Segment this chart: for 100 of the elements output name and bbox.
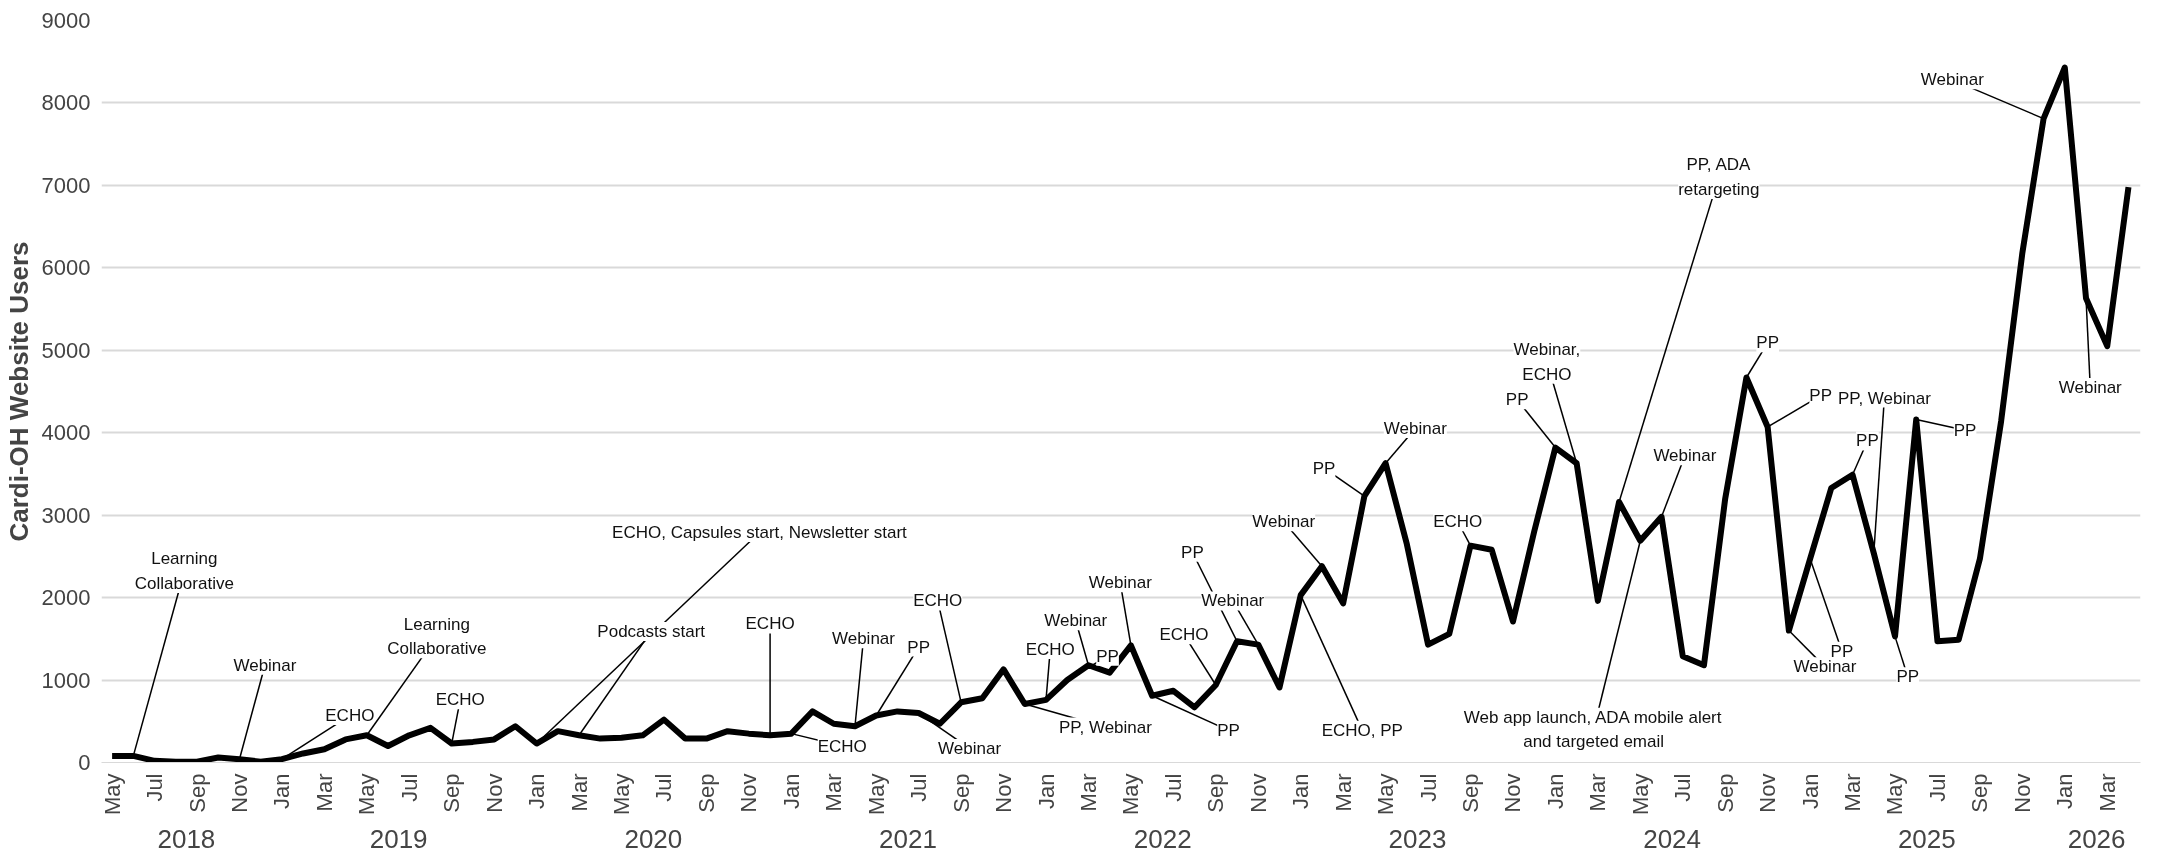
text: 2018: [157, 823, 216, 854]
x-tick-label: Jan: [1797, 773, 1823, 809]
annotation: Webinar: [938, 738, 1002, 758]
x-tick-label: Jul: [906, 773, 932, 802]
y-tick-label: 5000: [41, 337, 91, 363]
x-tick-label: Nov: [736, 773, 762, 813]
annotation: Webinar: [1044, 611, 1108, 631]
x-tick-label: Nov: [1500, 773, 1526, 813]
y-tick-label: 3000: [41, 502, 91, 528]
y-tick-label: 8000: [41, 90, 91, 116]
x-tick-label: Jul: [1415, 773, 1441, 802]
y-tick-label: 6000: [41, 255, 91, 281]
annotation: ECHO, PP: [1321, 720, 1403, 740]
annotation: PP: [1505, 390, 1529, 410]
annotation: Webinar: [1383, 419, 1448, 439]
x-tick-label: Sep: [1203, 773, 1229, 813]
x-tick-label: Sep: [1712, 773, 1738, 813]
x-tick-label: Jan: [269, 773, 295, 809]
x-tick-label: Sep: [948, 773, 974, 813]
annotation: ECHO: [745, 614, 795, 634]
x-tick-label: Jan: [1288, 773, 1314, 809]
x-tick-label: Mar: [566, 773, 592, 812]
x-tick-label: May: [1627, 773, 1653, 816]
x-tick-label: Mar: [1840, 773, 1866, 812]
x-tick-label: Nov: [2009, 773, 2035, 813]
annotation: Podcasts start: [597, 621, 706, 641]
x-tick-label: Nov: [1755, 773, 1781, 813]
annotation: Webinar: [1088, 573, 1153, 593]
x-tick-label: Jul: [396, 773, 422, 802]
annotation: ECHO: [1025, 640, 1075, 660]
annotation: PP: [1312, 458, 1336, 478]
annotation: PP: [1856, 431, 1879, 451]
x-tick-label: Nov: [481, 773, 507, 813]
x-tick-label: Jan: [524, 773, 550, 809]
x-tick-label: Jul: [1924, 773, 1950, 802]
x-tick-label: May: [354, 773, 380, 816]
x-tick-label: Nov: [991, 773, 1017, 813]
text: 2025: [1897, 823, 1956, 854]
text: 2020: [624, 823, 683, 854]
annotation: ECHO: [1159, 625, 1209, 645]
annotation: ECHO: [913, 591, 963, 611]
x-tick-label: Nov: [226, 773, 252, 813]
x-tick-label: Jul: [142, 773, 168, 802]
y-tick-label: 7000: [41, 172, 91, 198]
annotation: Learning Collaborative: [134, 549, 234, 594]
x-tick-label: May: [99, 773, 125, 816]
x-tick-label: Mar: [1585, 773, 1611, 812]
text: 2026: [2067, 823, 2126, 854]
x-tick-label: Jul: [651, 773, 677, 802]
annotation: Webinar: [1653, 446, 1717, 466]
annotation: PP: [1953, 420, 1977, 440]
x-tick-label: Jan: [1542, 773, 1568, 809]
annotation: PP: [1896, 667, 1920, 687]
annotation: PP, Webinar: [1837, 388, 1932, 408]
annotation: PP: [1809, 386, 1833, 406]
annotation: ECHO: [1433, 512, 1483, 532]
x-tick-label: Sep: [1458, 773, 1483, 813]
annotation: PP, ADA retargeting: [1678, 155, 1760, 199]
text: 2019: [369, 823, 428, 854]
x-tick-label: Sep: [439, 773, 465, 813]
y-tick-label: 2000: [41, 585, 91, 611]
x-tick-label: Jan: [2052, 773, 2078, 809]
annotation: Webinar: [1793, 657, 1857, 677]
x-tick-label: May: [863, 773, 889, 816]
x-tick-label: Jan: [778, 773, 804, 809]
annotation: PP, Webinar: [1058, 717, 1153, 737]
annotation: Webinar: [831, 629, 896, 649]
x-tick-label: Sep: [1967, 773, 1993, 813]
x-tick-label: Mar: [1330, 773, 1356, 812]
annotation: PP: [1181, 542, 1204, 562]
x-tick-label: May: [609, 773, 635, 816]
x-tick-label: Jul: [1670, 773, 1696, 802]
annotation: Learning Collaborative: [387, 614, 487, 659]
x-tick-label: Mar: [821, 773, 847, 812]
x-tick-label: May: [1882, 773, 1908, 816]
annotation: PP: [1217, 720, 1240, 740]
x-tick-label: Sep: [693, 773, 719, 813]
annotation: ECHO: [435, 690, 485, 710]
annotation: PP: [907, 637, 931, 657]
x-tick-label: Mar: [1075, 773, 1101, 812]
x-tick-label: Jul: [1160, 773, 1186, 802]
x-tick-label: Jan: [1033, 773, 1059, 809]
x-tick-label: Nov: [1245, 773, 1271, 813]
y-tick-label: 4000: [41, 420, 91, 446]
y-tick-label: 1000: [41, 667, 91, 693]
annotation: Webinar: [2058, 377, 2123, 397]
annotation: Webinar: [1920, 70, 1985, 90]
annotation: PP: [1756, 333, 1779, 353]
annotation: Webinar: [1201, 591, 1265, 611]
y-tick-label: 9000: [41, 8, 91, 33]
x-tick-label: May: [1118, 773, 1144, 816]
x-tick-label: May: [1373, 773, 1399, 816]
annotation: Webinar, ECHO: [1513, 339, 1581, 384]
x-tick-label: Mar: [311, 773, 337, 812]
annotation: Webinar: [233, 655, 297, 675]
text: 2024: [1643, 823, 1702, 854]
annotation: ECHO: [325, 706, 375, 726]
annotation: ECHO, Capsules start, Newsletter start: [612, 522, 908, 542]
text: 2021: [879, 823, 937, 854]
annotation: Webinar: [1252, 512, 1316, 532]
